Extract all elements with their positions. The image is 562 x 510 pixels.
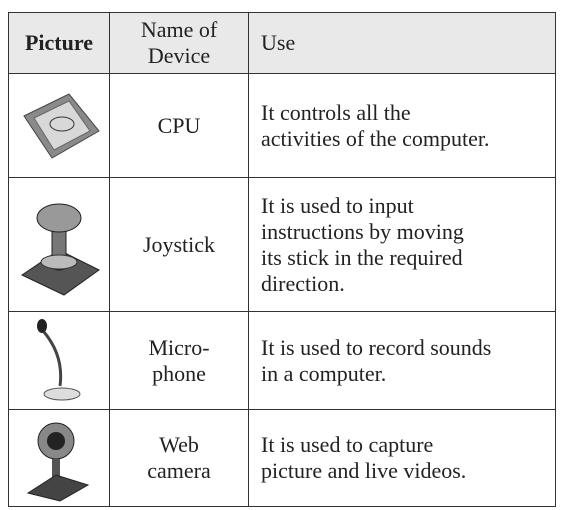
device-name: phone	[152, 360, 206, 386]
use-cell: It is used to capture picture and live vi…	[248, 409, 556, 507]
header-text: Device	[147, 43, 211, 68]
device-name: CPU	[157, 112, 201, 138]
use-cell: It is used to record sounds in a computer…	[248, 311, 556, 410]
use-text: its stick in the required	[261, 244, 463, 270]
use-text: direction.	[261, 270, 345, 296]
row: Micro-phone It is used to record sounds i…	[8, 311, 556, 410]
device-cell: Web camera	[109, 409, 249, 507]
use-cell: It controls all the activities of the com…	[248, 73, 556, 178]
picture-cell	[8, 177, 110, 312]
device-table: Picture Name of Device Use CPU It control…	[8, 12, 556, 507]
device-name: Micro-	[148, 334, 210, 360]
header-cell: Name of Device	[109, 12, 249, 74]
webcam-icon	[26, 422, 90, 502]
use-text: in a computer.	[261, 360, 387, 386]
use-text: picture and live videos.	[261, 458, 467, 483]
device-cell: CPU	[109, 73, 249, 178]
cpu-icon	[23, 92, 100, 159]
use-text: instructions by moving	[261, 218, 464, 244]
row: Web camera It is used to capture picture a…	[8, 409, 556, 507]
row: CPU It controls all the activities of the…	[8, 73, 556, 178]
device-name: Web	[159, 432, 199, 457]
header-cell: Use	[248, 12, 556, 74]
device-cell: Joystick	[109, 177, 249, 312]
joystick-icon	[20, 203, 100, 296]
use-text: It controls all the	[261, 99, 411, 125]
use-cell: It is used to input instructions by movin…	[248, 177, 556, 312]
header-text: Use	[261, 30, 296, 55]
use-text: It is used to input	[261, 192, 414, 218]
use-text: activities of the computer.	[261, 125, 490, 151]
picture-cell	[8, 409, 110, 507]
use-text: It is used to record sounds	[261, 334, 492, 360]
header-text: Name of	[140, 17, 218, 42]
microphone-icon	[37, 318, 81, 400]
picture-cell	[8, 73, 110, 178]
device-name: camera	[147, 458, 211, 483]
header-row: Picture Name of Device Use	[8, 12, 556, 74]
header-text: Picture	[24, 30, 93, 55]
device-cell: Micro-phone	[109, 311, 249, 410]
header-cell: Picture	[8, 12, 110, 74]
picture-cell	[8, 311, 110, 410]
device-name: Joystick	[142, 231, 216, 257]
use-text: It is used to capture	[261, 432, 434, 457]
row: Joystick It is used to input instructions…	[8, 177, 556, 312]
